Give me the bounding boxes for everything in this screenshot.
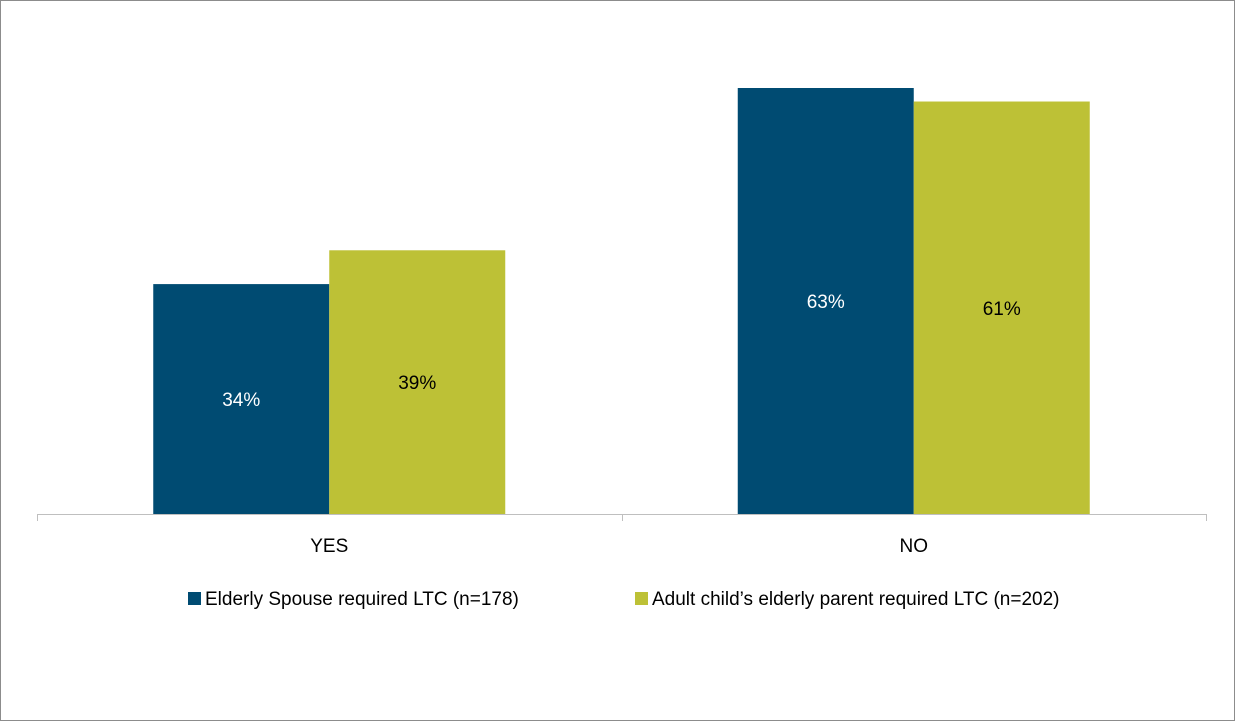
bar-no-series-1 xyxy=(737,88,914,514)
legend: Elderly Spouse required LTC (n=178) Adult… xyxy=(188,589,1060,610)
x-axis xyxy=(37,514,1207,521)
category-labels: YES NO xyxy=(310,536,928,557)
legend-swatch-series-2 xyxy=(635,592,648,605)
bar-yes-series-1 xyxy=(153,284,330,514)
category-label-no: NO xyxy=(900,536,929,557)
data-label-no-series-2: 61% xyxy=(983,299,1021,320)
bar-yes-series-2 xyxy=(329,250,506,515)
bar-no-series-2 xyxy=(913,101,1090,515)
category-label-yes: YES xyxy=(310,536,348,557)
data-label-yes-series-1: 34% xyxy=(222,390,260,411)
legend-label-series-2: Adult child’s elderly parent required LT… xyxy=(652,589,1060,610)
legend-label-series-1: Elderly Spouse required LTC (n=178) xyxy=(205,589,519,610)
legend-swatch-series-1 xyxy=(188,592,201,605)
bars-layer xyxy=(153,88,1090,515)
data-labels-layer: 34% 39% 63% 61% xyxy=(222,292,1021,411)
data-label-yes-series-2: 39% xyxy=(398,373,436,394)
data-label-no-series-1: 63% xyxy=(807,292,845,313)
